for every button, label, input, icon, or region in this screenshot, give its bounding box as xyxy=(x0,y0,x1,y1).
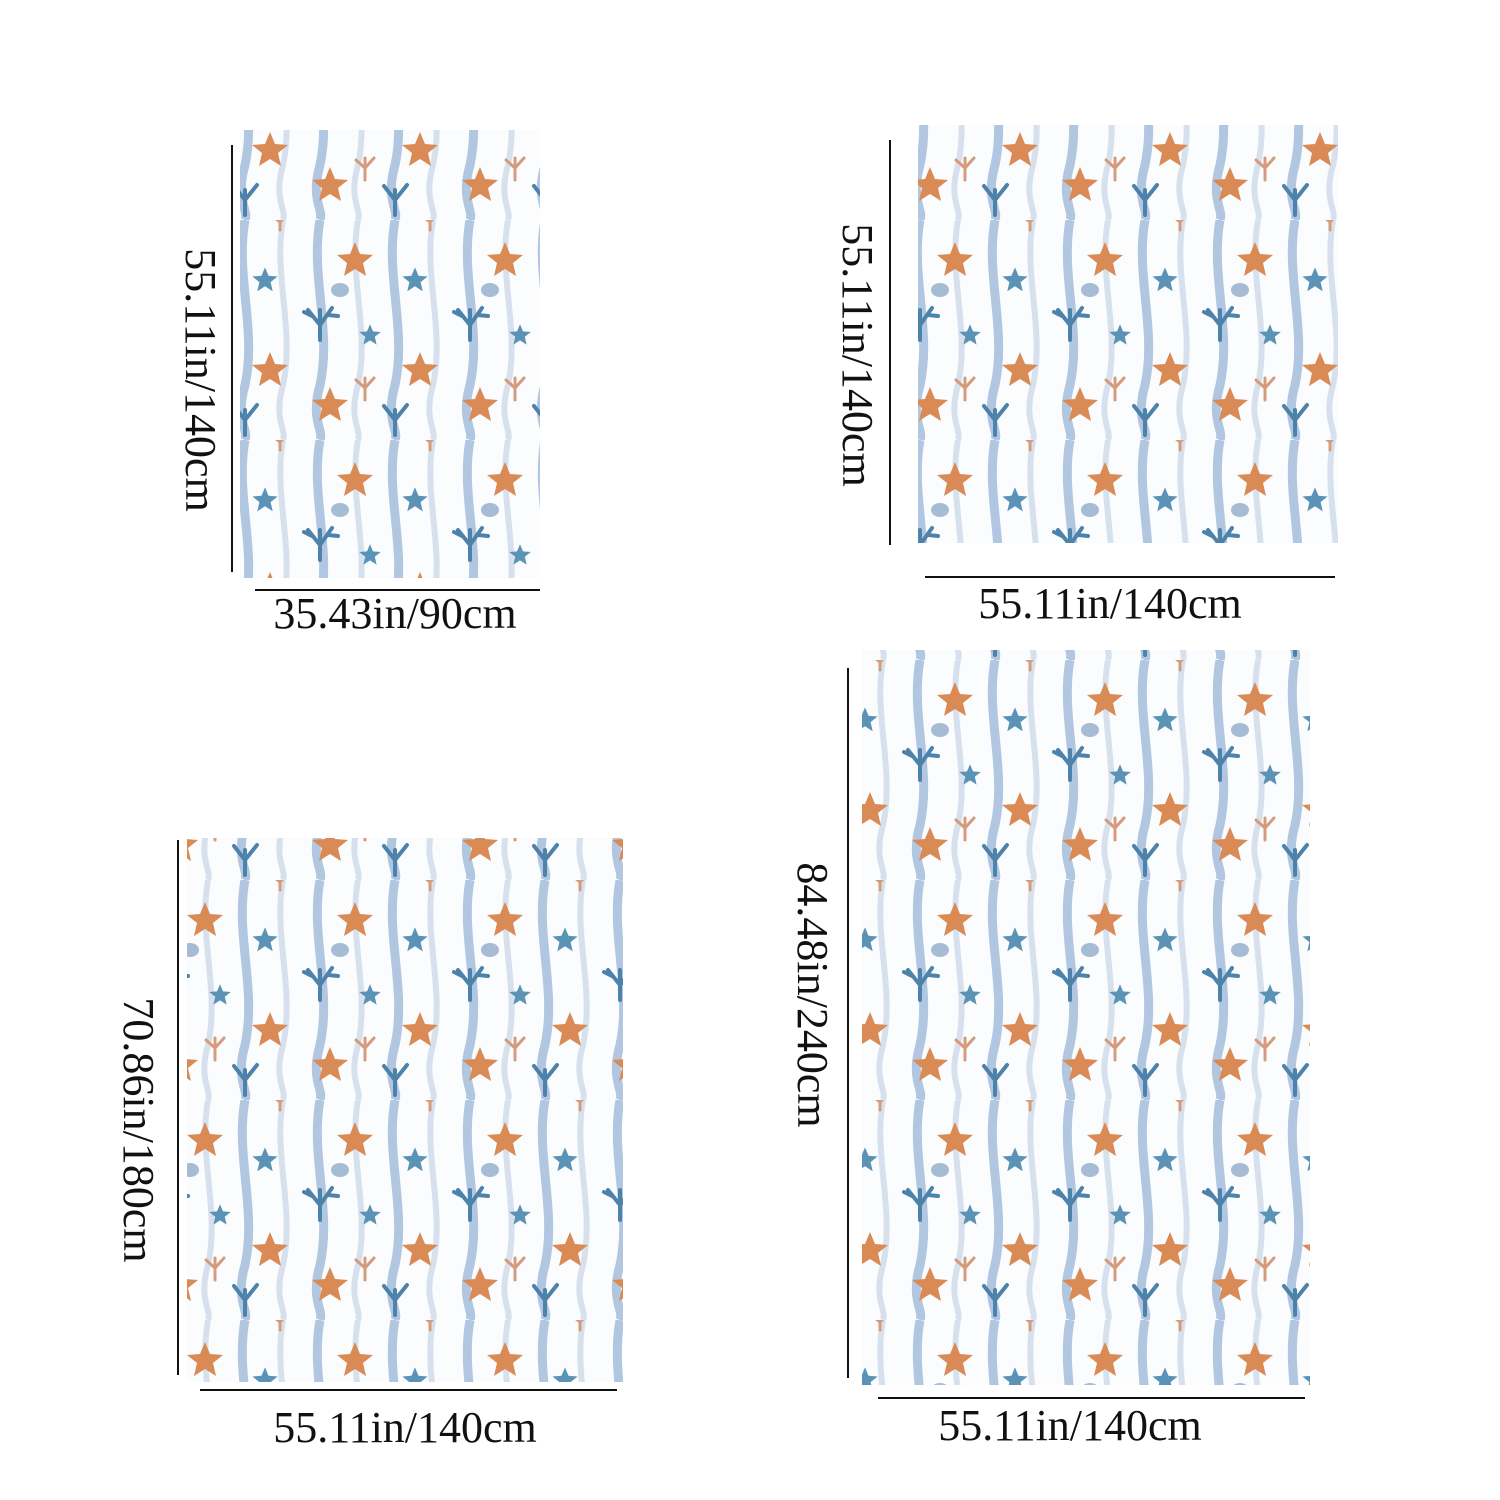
width-label: 35.43in/90cm xyxy=(273,589,516,638)
blanket xyxy=(862,650,1310,1385)
blanket-small: 35.43in/90cm 55.11in/140cm xyxy=(176,130,540,638)
height-label: 70.86in/180cm xyxy=(114,997,163,1262)
blanket-medium: 55.11in/140cm 70.86in/180cm xyxy=(114,838,623,1452)
width-label: 55.11in/140cm xyxy=(273,1403,537,1452)
blanket xyxy=(187,838,623,1382)
width-label: 55.11in/140cm xyxy=(978,579,1242,628)
blanket-square: 55.11in/140cm 55.11in/140cm xyxy=(833,125,1338,628)
blanket-large: 55.11in/140cm 84.48in/240cm xyxy=(788,650,1310,1450)
blanket xyxy=(918,125,1338,543)
width-label: 55.11in/140cm xyxy=(938,1401,1202,1450)
height-label: 55.11in/140cm xyxy=(176,248,225,512)
height-label: 55.11in/140cm xyxy=(833,223,882,487)
blanket xyxy=(240,130,540,578)
height-label: 84.48in/240cm xyxy=(788,862,837,1127)
